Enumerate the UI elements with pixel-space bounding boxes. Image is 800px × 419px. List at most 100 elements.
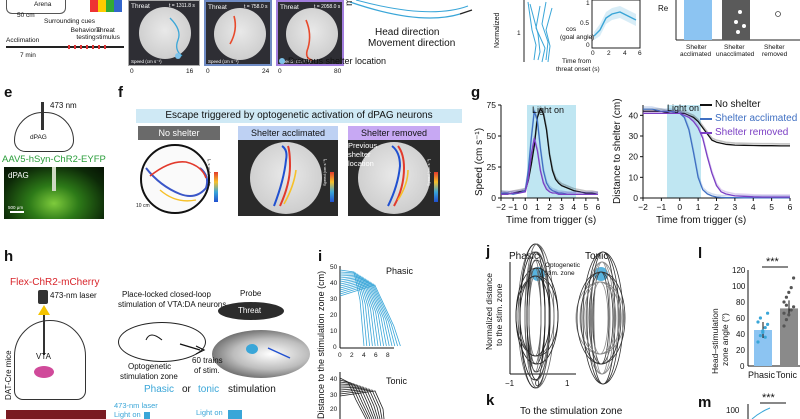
distance-xtick-label: 5 (769, 202, 774, 212)
h-phasic-word: Phasic (144, 384, 175, 395)
distance-series-2 (643, 112, 790, 198)
distance-xtick-label: −1 (657, 202, 667, 212)
l-dot (766, 311, 770, 315)
f-previous-shelter-3: location (348, 159, 374, 168)
laser-icon (38, 290, 48, 304)
i-phasic-trace (339, 278, 384, 347)
arena-label: Arena (34, 1, 52, 8)
speed-band-2 (501, 135, 598, 194)
distance-band-0 (643, 108, 790, 145)
h-trains-2: of stim. (194, 366, 220, 375)
j-zone-label-1: Optogenetic (545, 262, 581, 269)
i-phasic: Phasic (386, 266, 414, 276)
traj-frame-1 (169, 17, 183, 57)
frame-3-arena (286, 8, 338, 60)
speed-light-on-label: Light on (532, 105, 565, 115)
speed-xtick-label: 5 (584, 202, 589, 212)
l-dot (784, 318, 789, 322)
speed-xtick-label: 4 (571, 202, 576, 212)
speed-ytick-label: 75 (487, 100, 497, 110)
h-description-1: Place-locked closed-loop (122, 290, 211, 299)
behavioral-testing-label: Behavioral testing (70, 27, 102, 41)
surrounding-cues-label: Surrounding cues (44, 18, 95, 25)
f-frame-1 (134, 140, 220, 216)
cos-tick-0: 0 (586, 42, 590, 49)
l-cat-phasic: Phasic (748, 370, 776, 380)
j-zone-label-2: stim. zone (545, 270, 575, 277)
shelter-marker-legend (279, 58, 285, 64)
distance-xtick-label: 4 (751, 202, 756, 212)
scale-label: 50 cm (17, 12, 35, 19)
frame-2: Threat t = 758.0 s Speed (cm s⁻¹) (204, 0, 272, 66)
h-vta-blob (34, 366, 54, 378)
distance-xlabel: Time from trigger (s) (656, 215, 747, 226)
h-stim-word: stimulation (228, 384, 276, 395)
i-xtick-4: 4 (362, 352, 366, 359)
i-ytick-0: 0 (333, 344, 337, 351)
histology-region: dPAG (8, 171, 29, 180)
l-dot (756, 320, 760, 324)
distance-xtick-label: −2 (638, 202, 648, 212)
bar-acclimated (684, 0, 712, 40)
frame-3: Threat t = 2058.0 s Speed (cm s⁻¹) (276, 0, 344, 66)
i-ytick-10: 10 (330, 328, 338, 335)
warning-icon (38, 305, 50, 315)
traj-frame-3 (305, 19, 313, 61)
distance-light-on-label: Light on (667, 103, 700, 113)
i-tonic-trace (339, 388, 381, 419)
panel-e-letter: e (4, 84, 13, 101)
frame-2-speed: Speed (cm s⁻¹) (208, 59, 239, 64)
cos-plot (591, 0, 641, 49)
legend-shelter-acclimated: Shelter acclimated (715, 113, 798, 124)
distance-ytick-label: 40 (629, 110, 639, 120)
panel-e-region-top: dPAG (30, 134, 47, 141)
l-ytick-0: 0 (740, 362, 745, 371)
i-phasic-trace (339, 271, 368, 347)
l-dot (763, 326, 767, 330)
distance-ytick-label: 10 (629, 172, 639, 182)
h-trains-1: 60 trains (192, 356, 223, 365)
l-dot (784, 303, 789, 307)
legend-line-removed (700, 132, 712, 134)
l-ytick-60: 60 (736, 314, 745, 323)
frame-2-threat: Threat (208, 4, 227, 11)
f-scale-label: 10 cm (136, 203, 150, 209)
histology-fiber-track (52, 167, 56, 191)
arena-schematic (6, 0, 66, 14)
l-dot (792, 305, 796, 309)
distance-ytick-label: 20 (629, 152, 639, 162)
l-dot (763, 335, 767, 339)
l-dot (758, 316, 763, 320)
panel-g-letter: g (471, 84, 481, 101)
legend-no-shelter: No shelter (715, 99, 761, 110)
i-ytick-20: 20 (330, 312, 338, 319)
direction-arrow (459, 9, 473, 15)
frame-3-speed: Speed (cm s⁻¹) (280, 59, 311, 64)
j-tonic-loop (580, 271, 622, 365)
duration-label: 7 min (20, 52, 36, 59)
j-tonic-loop (590, 251, 616, 385)
j-tonic-loop (583, 281, 617, 355)
speed-light-on-band (527, 105, 576, 198)
f-colorbar-3 (434, 172, 438, 202)
h-probe: Probe (240, 289, 262, 298)
l-ytick-100: 100 (732, 282, 746, 291)
l-dot (758, 334, 763, 338)
f-previous-shelter-2: shelter (348, 150, 371, 159)
l-dot (789, 286, 793, 290)
i-phasic-trace (339, 275, 376, 347)
distance-ytick-label: 30 (629, 131, 639, 141)
cos-tick-1: 1 (586, 0, 590, 7)
distance-xtick-label: 0 (677, 202, 682, 212)
h-zone-1: Optogenetic (128, 362, 172, 371)
i-bottom-ytick-30: 30 (330, 392, 338, 399)
l-dot (784, 295, 789, 299)
l-dot (782, 324, 786, 328)
panel-f-title: Escape triggered by optogenetic activati… (136, 109, 462, 123)
f-arena-1 (140, 144, 210, 214)
f-colorbar-2 (330, 172, 334, 202)
